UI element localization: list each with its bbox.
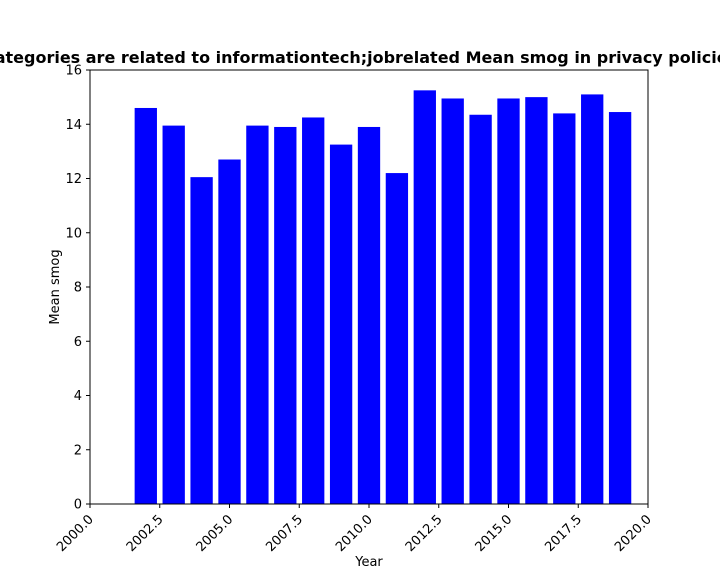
bar-2006 bbox=[246, 125, 269, 504]
y-tick-label: 2 bbox=[74, 443, 82, 458]
bar-2009 bbox=[329, 144, 353, 504]
x-tick-label: 2005.0 bbox=[194, 512, 237, 555]
y-tick-label: 6 bbox=[74, 335, 82, 350]
x-tick-label: 2000.0 bbox=[54, 512, 97, 555]
bar-2010 bbox=[357, 126, 381, 505]
y-tick-label: 10 bbox=[65, 226, 82, 241]
bar-2008 bbox=[302, 117, 325, 504]
bar-2016 bbox=[525, 97, 548, 504]
x-tick-label: 2007.5 bbox=[263, 512, 306, 555]
y-tick-label: 8 bbox=[74, 281, 82, 296]
bar-2007 bbox=[274, 126, 297, 505]
x-tick-label: 2020.0 bbox=[612, 512, 655, 555]
x-axis-label: Year bbox=[354, 555, 383, 570]
bar-2015 bbox=[497, 98, 520, 504]
x-tick-label: 2002.5 bbox=[124, 512, 167, 555]
bar-2003 bbox=[162, 125, 185, 504]
y-axis-ticks: 0 2 4 6 8 10 12 14 16 bbox=[65, 64, 90, 513]
y-tick-label: 12 bbox=[65, 172, 82, 187]
x-tick-label: 2017.5 bbox=[542, 512, 585, 555]
bar-2005 bbox=[218, 159, 241, 504]
bar-2013 bbox=[441, 98, 464, 504]
bar-2011 bbox=[385, 173, 409, 504]
y-tick-label: 14 bbox=[65, 118, 82, 133]
bar-2018 bbox=[581, 94, 604, 504]
y-tick-label: 16 bbox=[65, 64, 82, 79]
y-axis-label: Mean smog bbox=[48, 249, 63, 324]
x-tick-label: 2010.0 bbox=[333, 512, 376, 555]
bar-2017 bbox=[553, 113, 576, 505]
y-tick-label: 4 bbox=[74, 389, 82, 404]
bars-group bbox=[134, 90, 632, 505]
bar-2004 bbox=[190, 177, 213, 505]
y-tick-label: 0 bbox=[74, 498, 82, 513]
chart-title: Categories are related to informationtec… bbox=[0, 48, 720, 67]
x-axis-ticks: 2000.0 2002.5 2005.0 2007.5 2010.0 2012.5 2015… bbox=[54, 504, 655, 555]
x-tick-label: 2012.5 bbox=[403, 512, 446, 555]
bar-2002 bbox=[134, 107, 157, 504]
x-tick-label: 2015.0 bbox=[473, 512, 516, 555]
bar-2012 bbox=[413, 90, 436, 504]
bar-2014 bbox=[469, 114, 492, 504]
bar-2019 bbox=[608, 112, 632, 504]
